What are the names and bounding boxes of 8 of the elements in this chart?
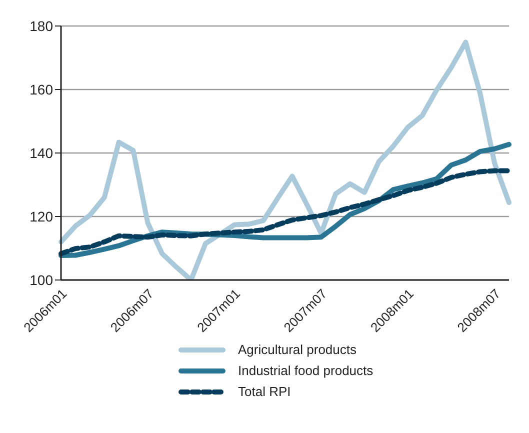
y-tick-label: 180	[30, 18, 54, 34]
y-tick-label: 120	[30, 208, 54, 224]
legend-label: Industrial food products	[238, 363, 374, 378]
legend-label: Agricultural products	[238, 342, 356, 357]
y-tick-label: 100	[30, 272, 54, 288]
y-tick-label: 140	[30, 144, 54, 161]
legend-label: Total RPI	[238, 384, 291, 399]
y-tick-label: 160	[30, 81, 54, 98]
